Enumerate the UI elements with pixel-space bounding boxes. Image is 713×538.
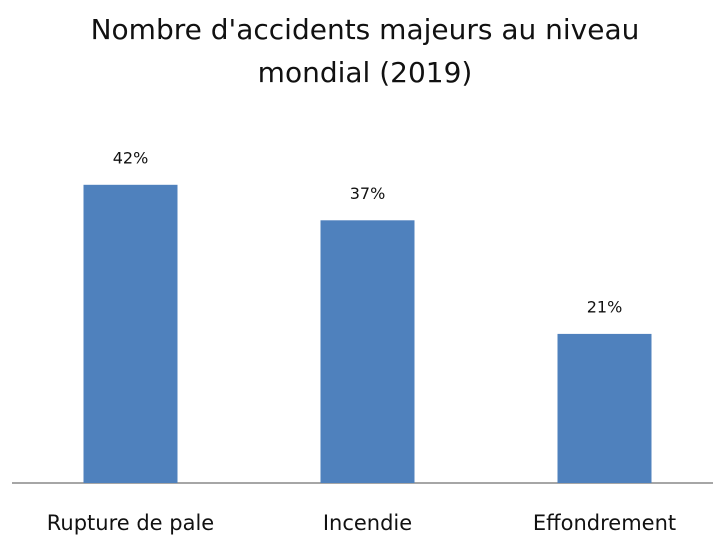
x-tick-label: Rupture de pale (47, 511, 214, 535)
bar (557, 333, 652, 483)
data-label: 42% (113, 148, 149, 167)
bar (320, 220, 415, 484)
data-label: 37% (350, 184, 386, 203)
data-label: 21% (587, 297, 623, 316)
chart-title: Nombre d'accidents majeurs au niveau mon… (90, 13, 640, 89)
bar (83, 184, 178, 484)
x-tick-label: Effondrement (533, 511, 676, 535)
x-tick-label: Incendie (323, 511, 412, 535)
